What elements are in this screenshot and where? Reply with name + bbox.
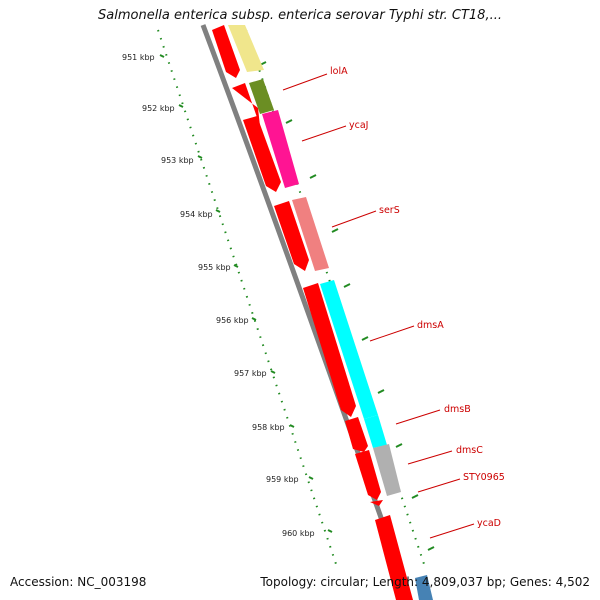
- gene-dmsB: [364, 415, 387, 448]
- leader-dmsA: [369, 325, 415, 342]
- leader-STY0965: [417, 478, 461, 493]
- major-tick-right: [361, 336, 369, 341]
- gene-dmsA: [320, 280, 378, 419]
- gene-label-dmsC: dmsC: [456, 445, 483, 456]
- cds-arrow: [232, 83, 260, 126]
- gene-dmsC: [373, 444, 401, 496]
- gene-serS: [292, 197, 329, 271]
- cds-arrow: [370, 500, 383, 506]
- major-tick-right: [285, 119, 293, 124]
- cds-arrow: [243, 116, 281, 192]
- kbp-label: 959 kbp: [266, 475, 299, 484]
- major-tick: [327, 529, 333, 533]
- gene-ycaD: [415, 575, 433, 600]
- major-tick: [270, 370, 276, 374]
- leader-dmsB: [395, 409, 441, 425]
- cds-arrow: [345, 417, 368, 452]
- major-tick-right: [331, 228, 339, 233]
- accession-text: Accession: NC_003198: [10, 575, 147, 589]
- major-tick: [178, 104, 184, 108]
- major-tick: [197, 155, 203, 159]
- kbp-label: 953 kbp: [161, 156, 194, 165]
- major-tick-right: [377, 389, 385, 394]
- backbone: [200, 24, 413, 600]
- leader-serS: [331, 210, 377, 228]
- cds-arrow: [375, 515, 413, 600]
- kbp-label: 954 kbp: [180, 210, 213, 219]
- major-tick-right: [395, 443, 403, 448]
- gene-lolA: [249, 79, 274, 114]
- gene-label-STY0965: STY0965: [463, 472, 505, 483]
- leader-ycaD: [429, 523, 475, 539]
- gene-label-lolA: lolA: [330, 66, 348, 77]
- genome-summary-text: Topology: circular; Length: 4,809,037 bp…: [260, 575, 590, 589]
- cds-arrow: [355, 450, 381, 500]
- gene-label-serS: serS: [379, 205, 400, 216]
- major-tick-right: [427, 546, 435, 551]
- gene-label-dmsB: dmsB: [444, 404, 471, 415]
- major-tick: [308, 476, 314, 480]
- major-tick: [159, 54, 165, 58]
- leader-dmsC: [407, 450, 453, 465]
- major-tick-right: [343, 283, 351, 288]
- map-title: Salmonella enterica subsp. enterica sero…: [98, 8, 502, 23]
- major-tick: [233, 264, 239, 268]
- leader-lolA: [282, 73, 328, 91]
- major-tick-right: [309, 174, 317, 179]
- top-feature: [228, 25, 264, 72]
- kbp-label: 958 kbp: [252, 423, 285, 432]
- major-tick: [289, 424, 295, 428]
- major-tick-right: [411, 494, 419, 499]
- scale-track: [157, 29, 339, 571]
- leader-ycaJ: [301, 125, 347, 142]
- cds-arrow: [212, 25, 240, 78]
- kbp-label: 956 kbp: [216, 316, 249, 325]
- kbp-label: 952 kbp: [142, 104, 175, 113]
- gene-ycaJ: [262, 110, 299, 188]
- major-tick: [215, 209, 221, 213]
- cds-arrow: [274, 201, 309, 271]
- gene-label-ycaD: ycaD: [477, 518, 501, 529]
- kbp-label: 951 kbp: [122, 53, 155, 62]
- gene-label-dmsA: dmsA: [417, 320, 444, 331]
- kbp-label: 955 kbp: [198, 263, 231, 272]
- major-tick: [251, 317, 257, 321]
- kbp-label: 957 kbp: [234, 369, 267, 378]
- cds-arrow: [303, 283, 356, 417]
- kbp-label: 960 kbp: [282, 529, 315, 538]
- gene-label-ycaJ: ycaJ: [349, 120, 368, 131]
